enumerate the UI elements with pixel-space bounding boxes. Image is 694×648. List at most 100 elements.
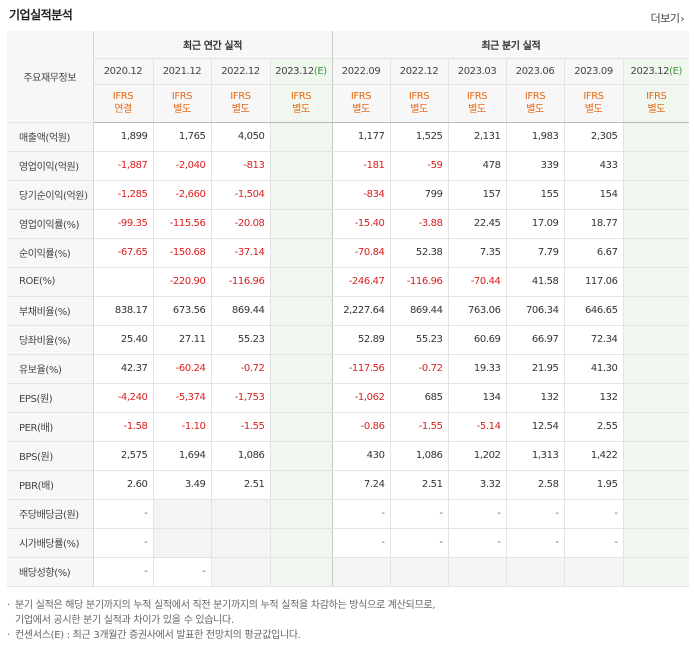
table-row: 영업이익률(%) -99.35 -115.56 -20.08 -15.40 -3.88 22… [7, 208, 690, 239]
value-cell [389, 557, 449, 587]
row-label: 당기순이익(억원) [7, 180, 94, 210]
row-label: 배당성향(%) [7, 557, 94, 587]
value-cell: 685 [389, 382, 449, 413]
value-cell: - [389, 498, 449, 529]
value-cell: 17.09 [505, 208, 565, 239]
value-cell: 2.51 [210, 470, 270, 500]
value-cell: -1.58 [92, 412, 153, 442]
row-label: PBR(배) [7, 470, 94, 500]
value-cell [210, 557, 270, 587]
value-cell: - [331, 498, 391, 529]
ifrs-basis-header: IFRS 별도 [269, 84, 333, 123]
value-cell [622, 122, 690, 152]
ifrs-basis-header: IFRS 별도 [210, 84, 270, 123]
value-cell: -59 [389, 151, 449, 181]
value-cell: 869.44 [210, 295, 270, 326]
value-cell: - [331, 528, 391, 558]
ifrs-scope-label: 별도 [584, 104, 603, 115]
ifrs-scope-label: 별도 [231, 104, 250, 115]
value-cell: - [389, 528, 449, 558]
value-cell: -115.56 [152, 208, 211, 239]
ifrs-basis-header: IFRS 별도 [152, 84, 211, 123]
value-cell: -1,753 [210, 382, 270, 413]
bullet-icon: · [7, 600, 10, 611]
value-cell: 2,131 [447, 122, 507, 152]
ifrs-basis-header: IFRS 별도 [505, 84, 565, 123]
bullet-icon: · [7, 630, 10, 641]
value-cell [622, 354, 690, 384]
value-cell [269, 267, 333, 297]
value-cell: -2,660 [152, 180, 211, 210]
value-cell: -1,285 [92, 180, 153, 210]
value-cell [622, 238, 690, 268]
value-cell: 22.45 [447, 208, 507, 239]
header-ifrs-row: IFRS 연결 IFRS 별도 IFRS 별도 IFRS 별도 IFRS 별도 IFRS 별도 IFRS… [7, 84, 690, 123]
value-cell: -2,040 [152, 151, 211, 181]
value-cell: -15.40 [331, 208, 391, 239]
row-label: EPS(원) [7, 382, 94, 413]
value-cell: 1,765 [152, 122, 211, 152]
financial-summary-table: 주요재무정보 최근 연간 실적 최근 분기 실적 2020.12 2021.12 2022… [7, 31, 690, 587]
header-group-row: 주요재무정보 최근 연간 실적 최근 분기 실적 [7, 31, 690, 123]
footnote-quarterly: · 분기 실적은 해당 분기까지의 누적 실적에서 직전 분기까지의 누적 실적… [7, 598, 687, 628]
value-cell: 2,305 [563, 122, 624, 152]
value-cell: 21.95 [505, 354, 565, 384]
value-cell: -1.10 [152, 412, 211, 442]
value-cell [622, 498, 690, 529]
ifrs-standard-label: IFRS [171, 91, 193, 102]
value-cell: -116.96 [389, 267, 449, 297]
value-cell: 154 [563, 180, 624, 210]
value-cell: 478 [447, 151, 507, 181]
quarterly-group-header: 최근 분기 실적 [331, 31, 690, 59]
value-cell: 72.34 [563, 325, 624, 355]
period-header: 2022.12 [210, 58, 270, 85]
table-row: 영업이익(억원) -1,887 -2,040 -813 -181 -59 478 339 433 [7, 151, 690, 181]
value-cell [622, 557, 690, 587]
value-cell: 19.33 [447, 354, 507, 384]
value-cell: 55.23 [389, 325, 449, 355]
value-cell: - [152, 557, 211, 587]
value-cell: 838.17 [92, 295, 153, 326]
ifrs-scope-label: 별도 [292, 104, 310, 115]
period-header: 2022.12 [389, 58, 449, 85]
ifrs-standard-label: IFRS [646, 91, 667, 102]
value-cell: 2.51 [389, 470, 449, 500]
value-cell [269, 557, 333, 587]
row-label: 영업이익(억원) [7, 151, 94, 181]
value-cell: 1,525 [389, 122, 449, 152]
value-cell: 2.55 [563, 412, 624, 442]
value-cell: - [505, 498, 565, 529]
table-row: 부채비율(%) 838.17 673.56 869.44 2,227.64 869.44 7… [7, 295, 690, 326]
ifrs-basis-header: IFRS 연결 [93, 84, 153, 123]
table-row: 유보율(%) 42.37 -60.24 -0.72 -117.56 -0.72 19.33 2… [7, 354, 690, 384]
ifrs-scope-label: 별도 [526, 104, 544, 115]
value-cell [269, 382, 333, 413]
value-cell: 155 [505, 180, 565, 210]
value-cell: 1.95 [563, 470, 624, 500]
value-cell [331, 557, 391, 587]
table-row: 주당배당금(원) - - - - - - [7, 498, 690, 529]
value-cell: -220.90 [152, 267, 211, 297]
value-cell: 339 [505, 151, 565, 181]
period-header: 2023.09 [563, 58, 624, 85]
value-cell: -5.14 [447, 412, 507, 442]
value-cell [269, 325, 333, 355]
value-cell [622, 295, 690, 326]
value-cell: 1,202 [447, 441, 507, 471]
value-cell: 52.89 [331, 325, 391, 355]
table-row: 당좌비율(%) 25.40 27.11 55.23 52.89 55.23 60.69 66.… [7, 325, 690, 355]
value-cell: -1,062 [331, 382, 391, 413]
ifrs-basis-header: IFRS 별도 [447, 84, 507, 123]
value-cell: 1,086 [210, 441, 270, 471]
corner-label: 주요재무정보 [7, 31, 94, 123]
value-cell: -37.14 [210, 238, 270, 268]
value-cell: 42.37 [92, 354, 153, 384]
footnote-line-1: 분기 실적은 해당 분기까지의 누적 실적에서 직전 분기까지의 누적 실적을 … [15, 600, 436, 611]
more-link[interactable]: 더보기› [651, 10, 685, 26]
value-cell: -246.47 [331, 267, 391, 297]
period-header: 2021.12 [152, 58, 211, 85]
ifrs-basis-header: IFRS 별도 [389, 84, 449, 123]
value-cell: -0.86 [331, 412, 391, 442]
value-cell: -70.84 [331, 238, 391, 268]
value-cell: - [92, 557, 153, 587]
